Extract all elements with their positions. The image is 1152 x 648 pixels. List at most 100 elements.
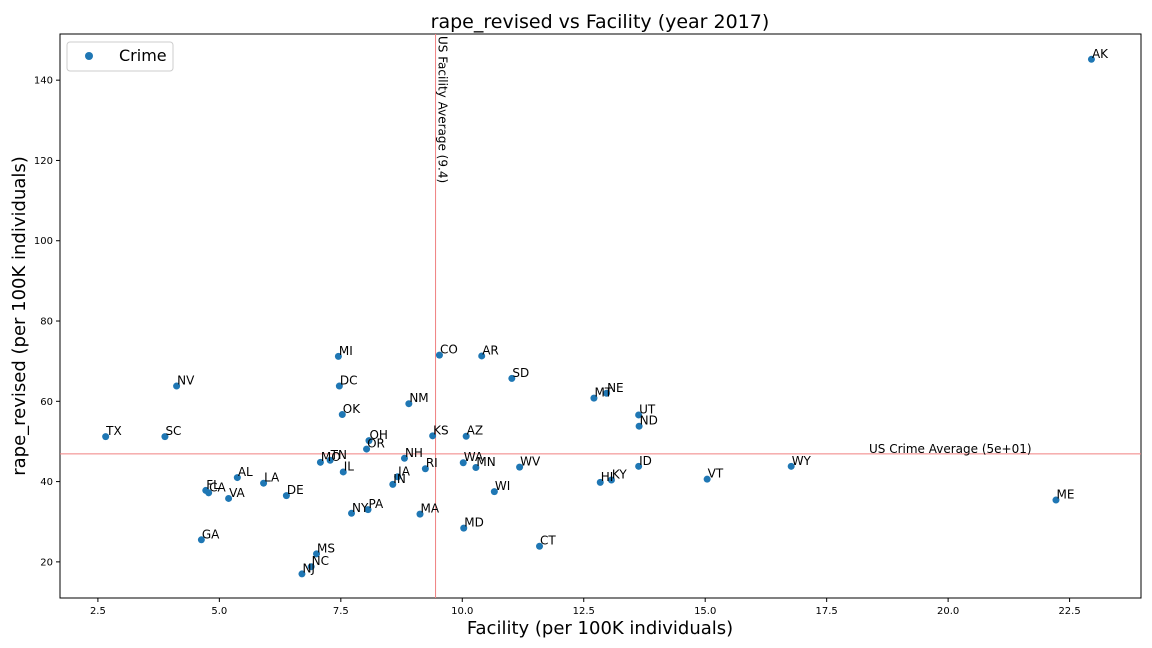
data-point-nc xyxy=(307,563,315,571)
legend-label: Crime xyxy=(119,46,167,65)
point-label-ak: AK xyxy=(1092,47,1109,61)
point-label-oh: OH xyxy=(369,428,387,442)
point-label-ky: KY xyxy=(612,467,627,481)
data-point-ne xyxy=(603,389,611,397)
plot-area-border xyxy=(59,33,1142,599)
data-point-mo xyxy=(316,458,324,466)
point-label-co: CO xyxy=(440,343,458,357)
crime-average-label: US Crime Average (5e+01) xyxy=(869,442,1032,456)
point-label-la: LA xyxy=(264,471,280,485)
data-point-mi xyxy=(334,352,342,360)
y-tick-label: 140 xyxy=(34,76,53,87)
x-tick-label: 22.5 xyxy=(1058,606,1080,617)
y-tick-label: 120 xyxy=(34,156,53,167)
point-label-ca: CA xyxy=(209,480,226,494)
data-point-ny xyxy=(348,509,356,517)
data-point-me xyxy=(1052,496,1060,504)
point-label-nj: NJ xyxy=(302,561,315,575)
data-point-va xyxy=(225,494,233,502)
point-label-nd: ND xyxy=(640,414,658,428)
point-label-tx: TX xyxy=(105,424,122,438)
data-point-mt xyxy=(590,394,598,402)
data-point-az xyxy=(462,432,470,440)
point-label-md: MD xyxy=(464,516,484,530)
legend-box xyxy=(66,41,174,72)
data-point-ut xyxy=(635,411,643,419)
point-label-nc: NC xyxy=(312,554,329,568)
point-label-nv: NV xyxy=(177,374,195,388)
point-label-or: OR xyxy=(367,437,385,451)
data-point-md xyxy=(460,524,468,532)
point-label-fl: FL xyxy=(206,478,220,492)
axes-frame xyxy=(59,33,1142,599)
point-label-mn: MN xyxy=(476,455,495,469)
data-point-tn xyxy=(326,456,334,464)
x-tick-label: 17.5 xyxy=(816,606,838,617)
data-point-sd xyxy=(508,374,516,382)
y-tick-label: 80 xyxy=(40,317,53,328)
point-label-wv: WV xyxy=(520,455,541,469)
x-tick-label: 12.5 xyxy=(573,606,595,617)
point-label-wi: WI xyxy=(495,479,510,493)
point-label-mi: MI xyxy=(339,344,353,358)
point-label-sd: SD xyxy=(512,366,529,380)
point-label-mt: MT xyxy=(594,386,612,400)
data-point-al xyxy=(233,474,241,482)
point-label-in: IN xyxy=(393,472,406,486)
data-point-ms xyxy=(313,550,321,558)
data-point-ct xyxy=(536,542,544,550)
data-point-tx xyxy=(102,433,110,441)
x-axis-label: Facility (per 100K individuals) xyxy=(467,618,733,639)
point-label-ar: AR xyxy=(482,343,499,357)
data-point-mn xyxy=(472,464,480,472)
x-tick-label: 7.5 xyxy=(333,606,349,617)
point-label-nm: NM xyxy=(409,391,428,405)
point-label-ga: GA xyxy=(202,527,220,541)
data-point-co xyxy=(435,351,443,359)
point-label-al: AL xyxy=(238,465,253,479)
y-tick-label: 60 xyxy=(40,397,53,408)
data-point-wy xyxy=(787,462,795,470)
point-label-ri: RI xyxy=(426,456,438,470)
data-point-la xyxy=(260,479,268,487)
point-label-hi: HI xyxy=(601,470,614,484)
point-label-ne: NE xyxy=(607,381,624,395)
data-point-in xyxy=(389,480,397,488)
x-tick-label: 5.0 xyxy=(211,606,227,617)
data-point-ar xyxy=(478,352,486,360)
point-label-nh: NH xyxy=(405,446,423,460)
point-label-ma: MA xyxy=(421,502,440,516)
y-tick-label: 100 xyxy=(34,236,53,247)
data-point-ca xyxy=(205,489,213,497)
point-label-ia: IA xyxy=(398,464,411,478)
data-point-nm xyxy=(405,400,413,408)
data-point-or xyxy=(363,445,371,453)
data-point-ri xyxy=(421,465,429,473)
point-label-ks: KS xyxy=(433,423,449,437)
point-label-az: AZ xyxy=(467,424,483,438)
data-points xyxy=(102,55,1095,578)
chart-title: rape_revised vs Facility (year 2017) xyxy=(431,11,770,33)
x-tick-label: 15.0 xyxy=(694,606,716,617)
data-point-vt xyxy=(703,475,711,483)
data-point-sc xyxy=(161,433,169,441)
point-label-me: ME xyxy=(1056,488,1074,502)
point-label-il: IL xyxy=(344,459,355,473)
data-point-oh xyxy=(365,437,373,445)
y-tick-label: 20 xyxy=(40,557,53,568)
data-point-nv xyxy=(173,382,181,390)
point-label-va: VA xyxy=(229,486,245,500)
data-point-ma xyxy=(416,510,424,518)
data-point-pa xyxy=(364,506,372,514)
data-point-nh xyxy=(400,454,408,462)
point-label-wa: WA xyxy=(464,450,484,464)
point-label-sc: SC xyxy=(165,424,181,438)
data-point-nj xyxy=(298,570,306,578)
legend-marker xyxy=(85,52,93,60)
point-label-pa: PA xyxy=(369,497,384,511)
point-label-vt: VT xyxy=(708,467,724,481)
reference-lines: US Facility Average (9.4) US Crime Averag… xyxy=(60,34,1141,598)
data-point-wi xyxy=(490,488,498,496)
